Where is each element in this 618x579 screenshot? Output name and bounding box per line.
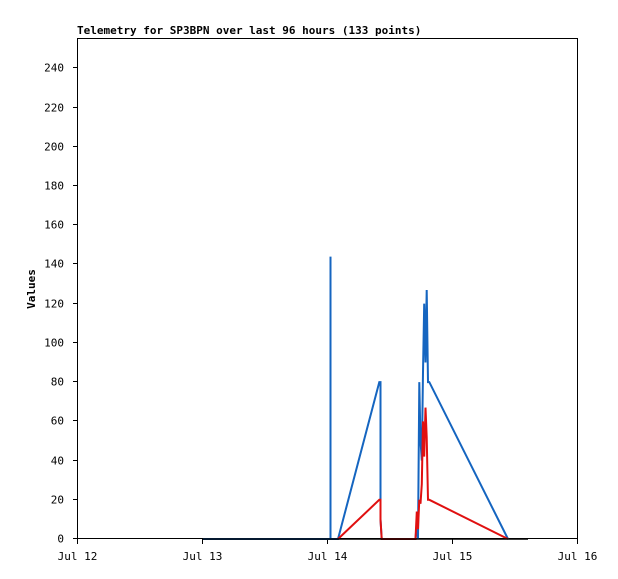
y-tick-label: 80 xyxy=(51,376,64,389)
y-tick-label: 160 xyxy=(44,219,64,232)
y-tick-label: 40 xyxy=(51,455,64,468)
x-tick-label: Jul 12 xyxy=(58,550,98,563)
y-tick-label: 220 xyxy=(44,102,64,115)
x-tick-label: Jul 15 xyxy=(433,550,473,563)
x-tick-label: Jul 14 xyxy=(308,550,348,563)
x-tick-label: Jul 13 xyxy=(183,550,223,563)
y-tick-label: 240 xyxy=(44,62,64,75)
y-tick-label: 100 xyxy=(44,337,64,350)
y-tick-label: 140 xyxy=(44,258,64,271)
y-tick-label: 60 xyxy=(51,415,64,428)
y-tick-label: 20 xyxy=(51,494,64,507)
x-tick-label: Jul 16 xyxy=(558,550,598,563)
y-axis-ticks: 0 20 40 60 80 100 120 140 160 180 200 220 240 xyxy=(44,62,78,546)
series-line-1 xyxy=(337,407,509,540)
x-axis-ticks: Jul 12 Jul 13 Jul 14 Jul 15 Jul 16 xyxy=(58,539,598,563)
y-tick-label: 200 xyxy=(44,141,64,154)
series-line-0 xyxy=(203,256,509,540)
y-axis-label: Values xyxy=(25,269,38,309)
y-tick-label: 180 xyxy=(44,180,64,193)
chart-title: Telemetry for SP3BPN over last 96 hours … xyxy=(77,24,421,37)
series-lines xyxy=(203,256,528,540)
plot-frame xyxy=(77,38,578,539)
y-tick-label: 120 xyxy=(44,298,64,311)
y-tick-label: 0 xyxy=(57,533,64,546)
